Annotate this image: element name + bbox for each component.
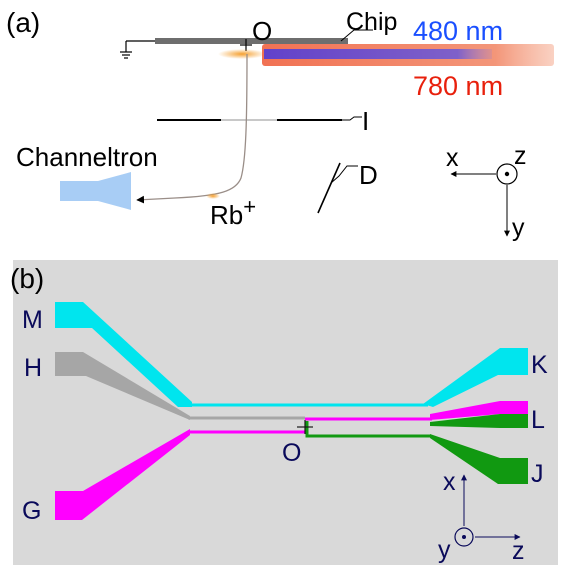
ground-icon xyxy=(120,40,155,59)
electrode-i-label: I xyxy=(362,106,369,136)
excitation-spot xyxy=(218,49,266,59)
axis-a-x: x xyxy=(446,144,459,172)
electrode-label-l: L xyxy=(531,406,545,434)
origin-label-a: O xyxy=(252,16,272,46)
chip-label: Chip xyxy=(346,8,397,36)
ion-trajectory xyxy=(136,53,248,204)
electrode-g xyxy=(55,429,190,520)
ion-label: Rb+ xyxy=(210,194,256,230)
axis-b-y: y xyxy=(438,536,451,564)
electrode-j-trace xyxy=(305,421,430,438)
electrode-d xyxy=(317,162,341,214)
laser-beam-480 xyxy=(264,49,492,59)
electrode-label-j: J xyxy=(531,460,544,488)
electrode-m xyxy=(55,302,192,407)
panel-a: (a) Chip O 480 nm 780 nm xyxy=(6,7,554,242)
panel-b-label: (b) xyxy=(10,263,44,294)
electrode-h xyxy=(55,352,190,420)
electrode-label-h: H xyxy=(24,354,42,382)
electrode-j-pad xyxy=(430,434,528,484)
axis-a-z: z xyxy=(514,142,527,170)
electrode-label-g: G xyxy=(22,497,41,525)
axis-b-z: z xyxy=(512,537,525,565)
ion-marker xyxy=(206,193,220,199)
electrode-label-m: M xyxy=(22,306,43,334)
electrode-label-k: K xyxy=(531,351,548,379)
electrode-l xyxy=(430,401,528,420)
panel-a-label: (a) xyxy=(6,7,40,38)
chip xyxy=(155,38,348,44)
axis-b-x: x xyxy=(443,468,456,496)
electrode-d-label: D xyxy=(359,160,378,190)
axes-a: x z y xyxy=(446,142,527,242)
origin-label-b: O xyxy=(282,439,301,467)
electrode-d-leader xyxy=(330,165,358,184)
origin-cross xyxy=(240,39,252,51)
electrode-i xyxy=(157,116,362,121)
panel-b: (b) O M H G K L J xyxy=(10,260,558,565)
axis-a-y: y xyxy=(512,214,525,242)
chip-leader xyxy=(340,29,373,42)
channeltron-label: Channeltron xyxy=(16,142,158,172)
channeltron xyxy=(60,172,131,210)
origin-cross-b xyxy=(297,420,313,434)
axes-b: x y z xyxy=(438,468,525,565)
laser-780-label: 780 nm xyxy=(413,71,503,101)
electrode-j xyxy=(430,414,528,428)
electrode-k xyxy=(423,348,528,407)
laser-480-label: 480 nm xyxy=(413,16,503,46)
